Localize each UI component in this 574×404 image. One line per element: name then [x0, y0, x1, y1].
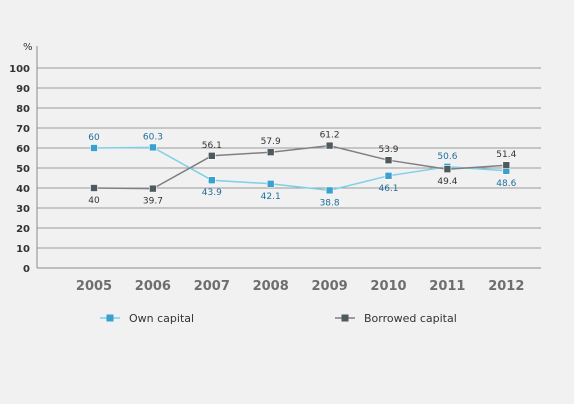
data-point	[266, 148, 275, 156]
y-tick-label: 0	[23, 264, 30, 275]
y-tick-label: 50	[16, 164, 30, 175]
legend-marker	[106, 314, 114, 322]
series-group: 60 60.3 43.9 42.1 38.8 46.1 50.6 48.6 40 39.7 56.1…	[88, 131, 516, 209]
x-tick-label: 2012	[488, 279, 524, 294]
y-tick-label: 100	[9, 64, 30, 75]
legend-item-own-capital: Own capital	[100, 312, 194, 325]
x-tick-label: 2007	[194, 279, 230, 294]
data-point	[325, 186, 334, 195]
y-unit-label: %	[23, 42, 33, 53]
data-point	[149, 143, 157, 152]
data-label: 38.8	[320, 198, 340, 208]
data-label: 43.9	[202, 188, 222, 198]
legend-label: Borrowed capital	[364, 312, 457, 325]
data-point	[208, 176, 216, 184]
data-label: 61.2	[320, 131, 340, 141]
x-tick-label: 2005	[76, 279, 112, 294]
data-label: 50.6	[437, 152, 457, 162]
y-tick-label: 70	[16, 124, 30, 135]
y-tick-label: 10	[16, 244, 30, 255]
x-tick-label: 2011	[429, 279, 465, 294]
legend: Own capital Borrowed capital	[100, 312, 457, 325]
y-axis: 0 10 20 30 40 50 60 70 80 90 100	[9, 46, 38, 275]
y-tick-label: 40	[16, 184, 30, 195]
data-label: 40	[88, 196, 100, 206]
data-point	[325, 141, 334, 150]
data-label: 39.7	[143, 197, 163, 207]
legend-item-borrowed-capital: Borrowed capital	[335, 312, 457, 325]
series-line	[93, 144, 507, 190]
data-label: 56.1	[202, 141, 222, 151]
data-point	[502, 161, 511, 169]
data-point	[208, 152, 216, 160]
data-label: 42.1	[261, 192, 281, 202]
x-tick-label: 2006	[135, 279, 171, 294]
y-tick-label: 30	[16, 204, 30, 215]
data-point	[90, 144, 98, 152]
x-axis: 2005 2006 2007 2008 2009 2010 2011 2012	[76, 279, 524, 294]
data-label: 60.3	[143, 132, 163, 142]
series-borrowed-capital: 40 39.7 56.1 57.9 61.2 53.9 49.4 51.4	[88, 131, 516, 207]
y-tick-label: 20	[16, 224, 30, 235]
legend-marker	[341, 314, 349, 322]
data-label: 46.1	[378, 184, 398, 194]
data-label: 53.9	[378, 145, 398, 155]
data-label: 48.6	[496, 179, 516, 189]
y-tick-label: 80	[16, 104, 30, 115]
x-tick-label: 2008	[253, 279, 289, 294]
data-point	[90, 184, 98, 192]
data-label: 51.4	[496, 150, 516, 160]
data-point	[443, 165, 452, 173]
data-label: 49.4	[437, 177, 457, 187]
y-tick-label: 90	[16, 84, 30, 95]
legend-label: Own capital	[129, 312, 194, 325]
x-tick-label: 2009	[312, 279, 348, 294]
data-label: 60	[88, 133, 100, 143]
data-point	[384, 172, 393, 180]
data-point	[149, 184, 157, 193]
data-point	[266, 180, 275, 188]
data-point	[384, 156, 393, 164]
x-tick-label: 2010	[370, 279, 406, 294]
y-tick-label: 60	[16, 144, 30, 155]
data-label: 57.9	[261, 137, 281, 147]
